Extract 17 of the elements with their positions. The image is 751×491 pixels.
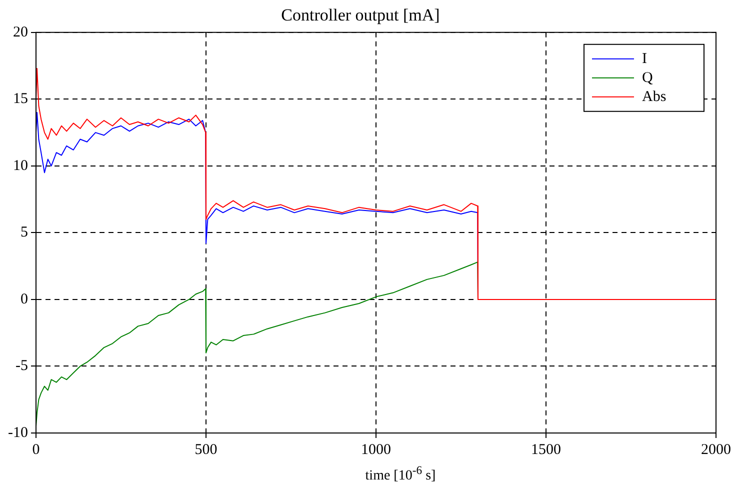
y-tick-label: 15 [12, 91, 28, 108]
y-tick-label: -5 [15, 358, 28, 374]
legend-label: I [642, 50, 647, 67]
y-tick-label: 0 [20, 291, 28, 308]
chart-title: Controller output [mA] [281, 6, 440, 25]
x-tick-label: 2000 [701, 442, 731, 458]
x-tick-label: 1500 [531, 442, 561, 458]
y-tick-label: 5 [20, 224, 28, 241]
x-tick-label: 0 [32, 442, 40, 458]
legend-label: Abs [642, 88, 666, 105]
x-axis-title: time [10$^{-6}$ s] [364, 464, 437, 485]
legend-label: Q [642, 70, 653, 86]
y-tick-label: 10 [12, 158, 28, 174]
y-tick-label: -10 [8, 424, 28, 441]
y-tick-label: 20 [12, 24, 28, 40]
x-tick-label: 500 [194, 442, 218, 458]
x-tick-label: 1000 [361, 442, 391, 458]
